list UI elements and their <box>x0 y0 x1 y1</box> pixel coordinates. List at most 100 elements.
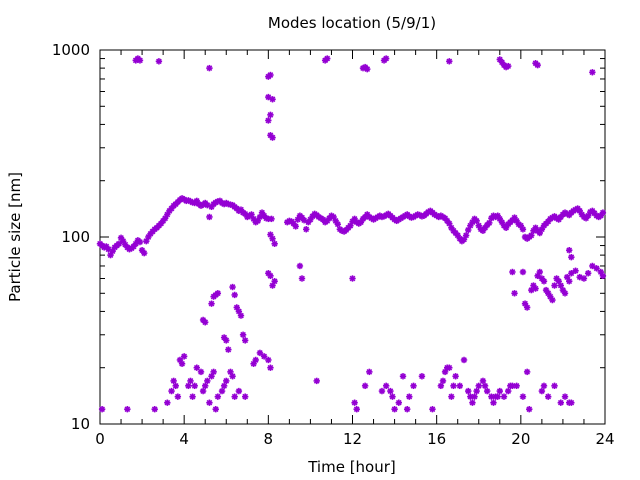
data-point <box>324 55 331 62</box>
data-point <box>268 215 275 223</box>
data-point <box>561 393 569 400</box>
data-point <box>229 283 236 291</box>
data-point <box>214 290 222 297</box>
data-point <box>519 393 527 400</box>
chart-title: Modes location (5/9/1) <box>268 14 436 32</box>
data-point <box>437 382 445 390</box>
data-point <box>269 134 276 141</box>
data-point <box>496 387 503 395</box>
x-tick-label: 0 <box>95 430 105 448</box>
data-point <box>540 382 548 390</box>
data-point <box>410 382 417 390</box>
data-point <box>267 364 274 371</box>
data-point <box>214 393 222 400</box>
data-point <box>237 312 245 319</box>
data-point <box>551 382 558 390</box>
data-point <box>429 405 436 413</box>
data-point <box>269 96 276 103</box>
data-point <box>155 58 163 65</box>
data-point <box>267 111 274 119</box>
data-point <box>532 285 539 292</box>
data-point <box>490 399 497 406</box>
data-point <box>349 275 356 282</box>
x-tick-label: 16 <box>427 430 446 448</box>
data-point <box>549 296 556 304</box>
data-point <box>568 399 575 406</box>
data-point <box>298 275 306 282</box>
data-point <box>584 270 592 277</box>
y-axis-label: Particle size [nm] <box>6 172 24 302</box>
data-point <box>140 249 148 257</box>
data-point <box>465 387 472 395</box>
data-point <box>206 213 213 221</box>
data-point <box>418 373 426 380</box>
data-point <box>296 262 304 270</box>
data-point <box>561 290 569 297</box>
data-point <box>526 405 533 413</box>
data-point <box>404 405 411 413</box>
data-point <box>218 387 226 395</box>
data-point <box>223 337 230 344</box>
data-point <box>568 253 575 261</box>
data-point <box>197 368 205 376</box>
data-point <box>151 405 158 413</box>
data-point <box>382 55 390 62</box>
axis-ticks: 0 4 8 12 16 20 24 10 100 1000 <box>52 41 615 448</box>
x-axis-label: Time [hour] <box>307 458 396 476</box>
data-point <box>519 226 527 233</box>
data-point <box>271 278 278 285</box>
data-point <box>505 62 512 70</box>
data-point <box>538 387 546 395</box>
y-tick-label: 1000 <box>52 41 90 59</box>
data-point <box>536 268 543 276</box>
data-point <box>260 353 268 360</box>
data-point <box>164 399 171 406</box>
data-point <box>254 217 262 225</box>
data-point <box>124 405 131 413</box>
data-point <box>473 387 480 395</box>
data-point <box>593 265 600 272</box>
x-tick-label: 24 <box>595 430 614 448</box>
data-point <box>239 331 247 338</box>
data-point <box>212 405 219 413</box>
data-point <box>580 275 588 282</box>
data-point <box>241 337 249 344</box>
data-point <box>98 405 106 413</box>
data-point <box>174 393 182 400</box>
data-point <box>568 270 575 277</box>
data-point <box>511 290 518 297</box>
data-point <box>206 64 213 72</box>
data-point <box>483 387 491 395</box>
data-point <box>267 272 274 280</box>
data-point <box>406 393 413 400</box>
x-tick-label: 8 <box>264 430 274 448</box>
data-points <box>96 55 607 413</box>
data-point <box>471 393 478 400</box>
data-point <box>231 393 238 400</box>
data-point <box>519 268 527 276</box>
data-point <box>473 217 480 225</box>
data-point <box>189 393 196 400</box>
data-point <box>450 382 457 390</box>
data-point <box>523 368 531 376</box>
data-point <box>313 377 320 385</box>
data-point <box>178 360 186 367</box>
y-tick-label: 10 <box>71 415 90 433</box>
data-point <box>202 319 209 326</box>
data-point <box>235 387 243 395</box>
data-point <box>391 405 398 413</box>
data-point <box>534 61 541 69</box>
data-point <box>469 399 476 406</box>
data-point <box>460 356 468 364</box>
data-point <box>523 304 531 311</box>
data-point <box>456 382 464 390</box>
data-point <box>136 57 144 64</box>
data-point <box>566 278 573 285</box>
data-point <box>481 382 489 390</box>
data-point <box>225 346 232 353</box>
data-point <box>180 353 188 360</box>
data-point <box>589 69 596 76</box>
data-point <box>382 382 390 390</box>
data-point <box>193 364 200 371</box>
